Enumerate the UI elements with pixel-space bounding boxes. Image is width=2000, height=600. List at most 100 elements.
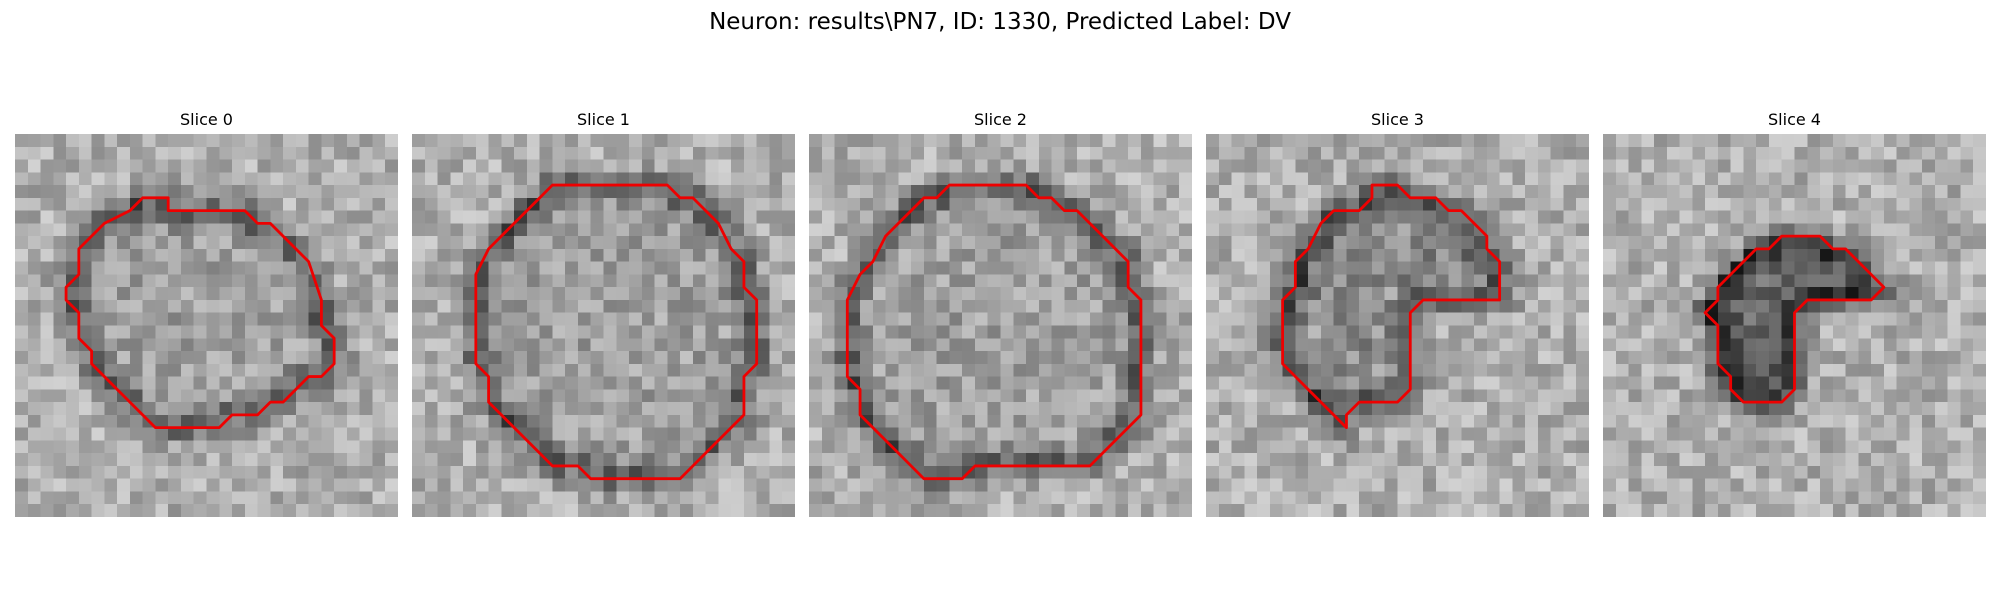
pixel [1896,440,1910,454]
pixel [1102,287,1116,301]
pixel [40,146,54,160]
pixel [1206,274,1220,288]
pixel [1820,453,1834,467]
pixel [463,185,477,199]
pixel [590,236,604,250]
pixel [475,159,489,173]
pixel [1282,299,1296,313]
pixel [180,210,194,224]
pixel [155,223,169,237]
pixel [936,274,950,288]
pixel [346,478,360,492]
pixel [962,312,976,326]
pixel [552,504,566,517]
pixel [987,453,1001,467]
pixel [475,172,489,186]
pixel [1883,236,1897,250]
pixel [949,299,963,313]
pixel [168,465,182,479]
pixel [1525,159,1539,173]
pixel [385,159,398,173]
pixel [692,236,706,250]
pixel [1206,351,1220,365]
pixel [1820,172,1834,186]
pixel [15,389,29,403]
pixel [847,478,861,492]
pixel [1909,427,1923,441]
pixel [847,134,861,148]
pixel [1499,338,1513,352]
pixel [1371,236,1385,250]
pixel [155,453,169,467]
pixel [283,478,297,492]
pixel [1576,210,1589,224]
pixel [1166,338,1180,352]
pixel [1807,185,1821,199]
pixel [1525,351,1539,365]
pixel [385,287,398,301]
pixel [1448,504,1462,517]
pixel [654,146,668,160]
pixel [1832,159,1846,173]
pixel [206,478,220,492]
pixel [501,134,515,148]
pixel [1576,261,1589,275]
pixel [488,351,502,365]
pixel [911,376,925,390]
pixel [206,134,220,148]
pixel [1576,185,1589,199]
pixel [1166,274,1180,288]
pixel [1922,146,1936,160]
pixel [680,210,694,224]
pixel [756,197,770,211]
pixel [718,389,732,403]
pixel [885,134,899,148]
pixel [334,325,348,339]
pixel [1115,491,1129,505]
pixel [270,299,284,313]
pixel [860,465,874,479]
pixel [1231,389,1245,403]
pixel [1206,146,1220,160]
pixel [91,402,105,416]
pixel [936,312,950,326]
pixel [1064,440,1078,454]
pixel [1371,197,1385,211]
pixel [1922,389,1936,403]
pixel [1371,274,1385,288]
pixel [923,491,937,505]
pixel [321,338,335,352]
pixel [616,440,630,454]
pixel [1781,427,1795,441]
pixel [1603,172,1617,186]
pixel [1666,197,1680,211]
pixel [718,351,732,365]
pixel [180,185,194,199]
pixel [1102,248,1116,262]
pixel [1705,376,1719,390]
pixel [1140,453,1154,467]
pixel [629,389,643,403]
pixel [1756,185,1770,199]
pixel [450,491,464,505]
pixel [1320,478,1334,492]
pixel [539,299,553,313]
pixel [1730,172,1744,186]
pixel [692,389,706,403]
pixel [308,312,322,326]
pixel [1512,248,1526,262]
pixel [603,185,617,199]
pixel [898,465,912,479]
pixel [104,338,118,352]
pixel [78,146,92,160]
pixel [1628,146,1642,160]
pixel [437,287,451,301]
pixel [1282,465,1296,479]
pixel [1499,197,1513,211]
pixel [1038,491,1052,505]
pixel [142,223,156,237]
pixel [1231,159,1245,173]
pixel [1603,376,1617,390]
pixel [629,274,643,288]
pixel [847,338,861,352]
